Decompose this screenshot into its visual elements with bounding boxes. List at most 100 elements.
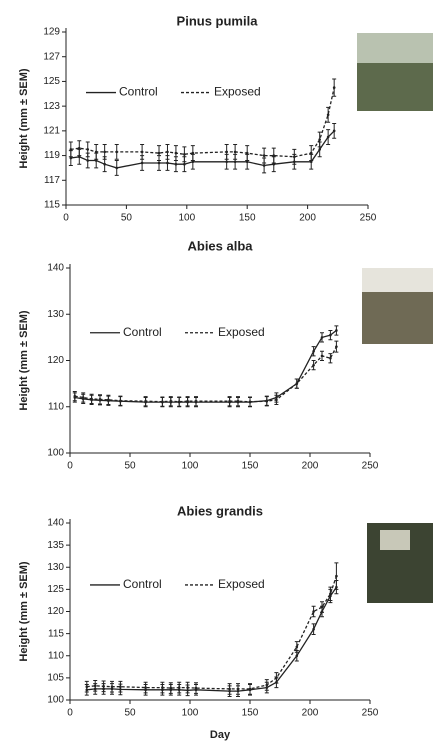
point [166, 162, 169, 165]
y-tick-label: 115 [44, 200, 60, 211]
point [234, 151, 237, 154]
point [141, 162, 144, 165]
photo-sky [357, 33, 433, 63]
y-tick-label: 117 [44, 175, 60, 186]
point [161, 686, 164, 689]
point [312, 610, 315, 613]
y-axis-label: Height (mm ± SEM) [18, 561, 30, 661]
x-tick-label: 200 [302, 461, 319, 472]
x-tick-label: 150 [242, 708, 259, 719]
point [321, 336, 324, 339]
chart-title: Abies alba [187, 238, 253, 253]
y-tick-label: 120 [47, 606, 64, 617]
point [275, 677, 278, 680]
point [183, 163, 186, 166]
point [249, 688, 252, 691]
point [312, 628, 315, 631]
x-tick-label: 100 [178, 213, 195, 224]
y-tick-label: 110 [48, 401, 64, 412]
point [175, 152, 178, 155]
point [296, 654, 299, 657]
point [144, 400, 147, 403]
legend-label: Control [123, 577, 162, 591]
point [329, 334, 332, 337]
point [195, 400, 198, 403]
point [115, 167, 118, 170]
point [111, 685, 114, 688]
point [170, 687, 173, 690]
point [321, 355, 324, 358]
point [107, 399, 110, 402]
point [103, 151, 106, 154]
chart-title: Abies grandis [177, 503, 263, 518]
point [246, 152, 249, 155]
point [266, 684, 269, 687]
series-line [71, 88, 334, 157]
point [293, 156, 296, 159]
point [335, 575, 338, 578]
y-tick-label: 129 [43, 27, 60, 38]
point [144, 686, 147, 689]
point [99, 398, 102, 401]
point [249, 400, 252, 403]
y-tick-label: 140 [47, 518, 64, 529]
y-tick-label: 127 [43, 51, 60, 62]
point [103, 163, 106, 166]
point [263, 164, 266, 167]
point [115, 151, 118, 154]
legend-label: Exposed [218, 577, 265, 591]
point [166, 151, 169, 154]
y-tick-label: 123 [43, 101, 60, 112]
y-tick-label: 125 [43, 76, 60, 87]
y-tick-label: 105 [47, 673, 64, 684]
y-tick-label: 130 [47, 562, 64, 573]
x-tick-label: 100 [182, 461, 199, 472]
x-tick-label: 200 [299, 213, 316, 224]
point [312, 350, 315, 353]
y-tick-label: 120 [47, 355, 64, 366]
point [186, 400, 189, 403]
x-tick-label: 0 [63, 213, 69, 224]
figure: Pinus pumilaHeight (mm ± SEM)11511711912… [0, 0, 433, 743]
point [225, 160, 228, 163]
point [95, 151, 98, 154]
y-tick-label: 115 [48, 628, 64, 639]
photo-light [380, 530, 410, 550]
point [86, 159, 89, 162]
point [170, 400, 173, 403]
point [161, 400, 164, 403]
point [158, 152, 161, 155]
point [237, 688, 240, 691]
series-line [87, 587, 337, 691]
x-tick-label: 0 [67, 708, 73, 719]
point [275, 399, 278, 402]
point [335, 345, 338, 348]
x-tick-label: 100 [182, 708, 199, 719]
point [102, 685, 105, 688]
point [321, 606, 324, 609]
point [296, 382, 299, 385]
y-tick-label: 121 [43, 125, 60, 136]
point [94, 685, 97, 688]
point [318, 148, 321, 151]
y-tick-label: 100 [47, 448, 64, 459]
legend-label: Control [119, 85, 158, 99]
point [175, 163, 178, 166]
point [329, 357, 332, 360]
point [228, 688, 231, 691]
point [234, 160, 237, 163]
point [225, 151, 228, 154]
point [183, 153, 186, 156]
point [263, 154, 266, 157]
point [296, 646, 299, 649]
point [329, 593, 332, 596]
y-tick-label: 100 [47, 695, 64, 706]
point [74, 395, 77, 398]
point [266, 400, 269, 403]
y-tick-label: 110 [48, 650, 64, 661]
point [158, 162, 161, 165]
x-tick-label: 50 [124, 708, 136, 719]
y-tick-label: 130 [47, 309, 64, 320]
chart-title: Pinus pumila [177, 13, 259, 28]
point [119, 399, 122, 402]
